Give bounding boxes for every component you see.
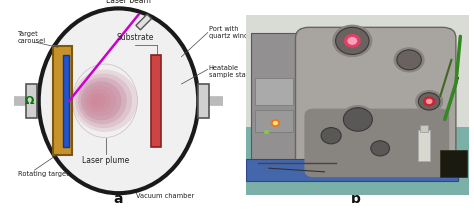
Ellipse shape — [90, 93, 106, 109]
Circle shape — [371, 141, 390, 156]
Bar — [63, 55, 69, 147]
Text: a: a — [114, 192, 123, 206]
Text: Port with
quartz window: Port with quartz window — [209, 26, 257, 39]
Circle shape — [336, 27, 369, 54]
Circle shape — [264, 130, 269, 134]
Ellipse shape — [87, 89, 111, 113]
Ellipse shape — [39, 8, 198, 193]
Bar — [251, 33, 300, 163]
Circle shape — [332, 25, 373, 57]
Text: Ω: Ω — [25, 96, 34, 106]
Bar — [440, 150, 467, 177]
Bar — [54, 46, 73, 155]
Circle shape — [419, 93, 440, 110]
Bar — [418, 130, 430, 161]
Bar — [198, 84, 209, 118]
Ellipse shape — [92, 97, 100, 105]
Ellipse shape — [78, 77, 127, 124]
Ellipse shape — [84, 85, 116, 116]
Ellipse shape — [75, 74, 132, 128]
Text: Target
carousel: Target carousel — [18, 31, 46, 44]
Bar — [246, 127, 469, 195]
Text: Substrate: Substrate — [117, 33, 154, 42]
Circle shape — [344, 34, 361, 48]
Bar — [246, 159, 458, 181]
Circle shape — [340, 105, 376, 134]
Bar — [420, 125, 428, 132]
Bar — [246, 15, 469, 132]
Circle shape — [343, 108, 373, 131]
Text: Vacuum chamber: Vacuum chamber — [136, 193, 194, 199]
Bar — [255, 78, 293, 105]
Ellipse shape — [81, 81, 121, 120]
Circle shape — [367, 138, 393, 159]
Circle shape — [393, 47, 425, 72]
Circle shape — [347, 37, 357, 45]
Bar — [136, 14, 152, 30]
Bar — [255, 110, 293, 132]
Circle shape — [318, 125, 345, 147]
Text: b: b — [351, 192, 360, 206]
Circle shape — [271, 119, 280, 127]
Text: Laser plume: Laser plume — [82, 156, 129, 165]
Circle shape — [321, 127, 341, 144]
Circle shape — [397, 50, 421, 70]
Text: Heatable
sample stage: Heatable sample stage — [209, 65, 254, 78]
Circle shape — [273, 121, 278, 125]
Circle shape — [423, 96, 436, 106]
Circle shape — [415, 90, 443, 113]
Text: Laser beam: Laser beam — [106, 0, 150, 5]
Ellipse shape — [73, 70, 137, 132]
FancyBboxPatch shape — [304, 109, 449, 177]
Text: Rotating target: Rotating target — [18, 171, 68, 177]
FancyBboxPatch shape — [295, 27, 456, 179]
Circle shape — [426, 99, 432, 104]
Bar — [26, 84, 36, 118]
Bar — [151, 55, 161, 147]
